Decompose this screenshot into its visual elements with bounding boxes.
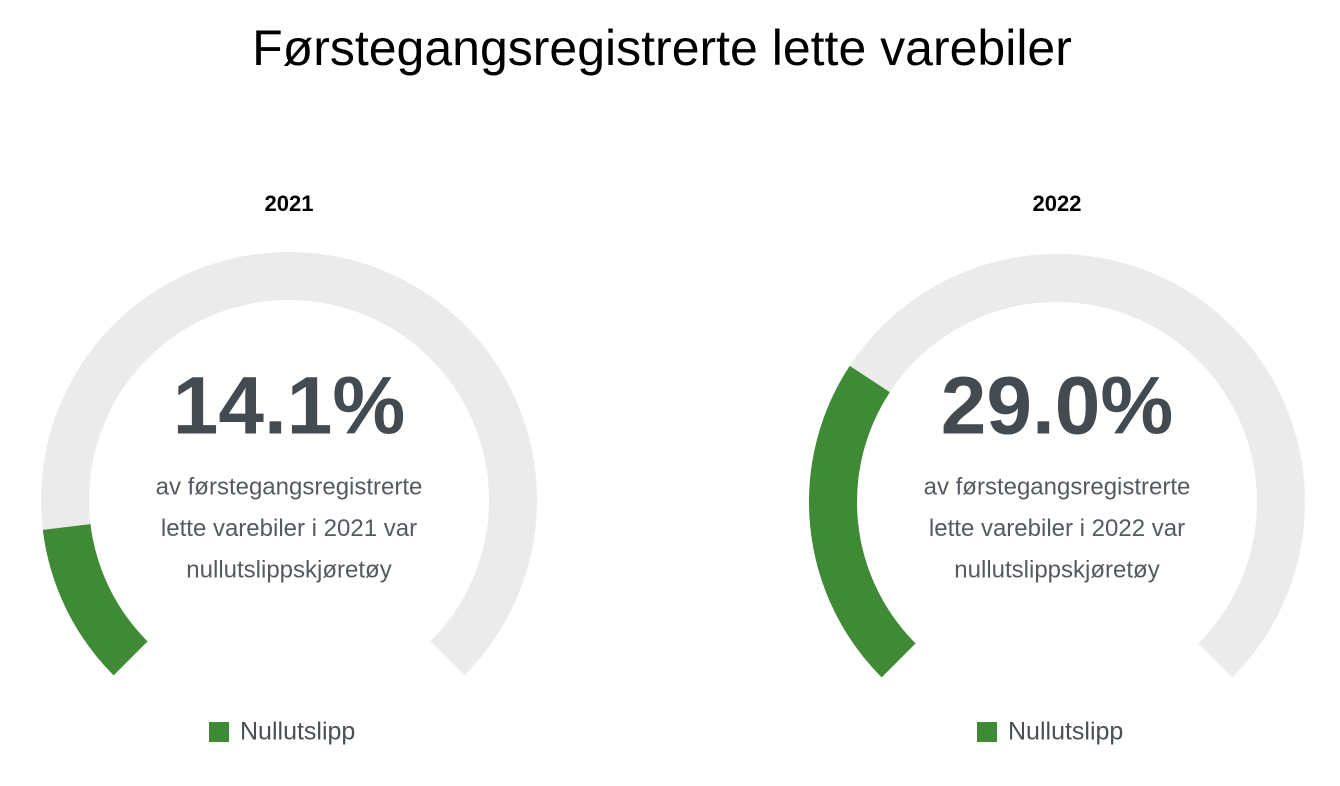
gauge-value-arc [809, 365, 916, 678]
value-label: 29.0% [941, 361, 1174, 452]
gauge-title: 2022 [1033, 191, 1082, 216]
description-line: nullutslippskjøretøy [186, 556, 391, 583]
description-line: av førstegangsregistrerte [924, 473, 1191, 500]
description-line: nullutslippskjøretøy [954, 556, 1159, 583]
gauge-value-arc [42, 523, 148, 676]
description-line: lette varebiler i 2021 var [161, 515, 417, 542]
page-title: Førstegangsregistrerte lette varebiler [252, 20, 1072, 76]
gauge-title: 2021 [265, 191, 314, 216]
legend-label: Nullutslipp [240, 718, 355, 746]
description-line: lette varebiler i 2022 var [929, 515, 1185, 542]
description-line: av førstegangsregistrerte [156, 473, 423, 500]
legend-swatch [977, 722, 997, 742]
value-label: 14.1% [173, 361, 406, 452]
legend-swatch [209, 722, 229, 742]
legend-label: Nullutslipp [1008, 718, 1123, 746]
gauge-track [809, 254, 1305, 678]
gauge-track [41, 252, 537, 676]
